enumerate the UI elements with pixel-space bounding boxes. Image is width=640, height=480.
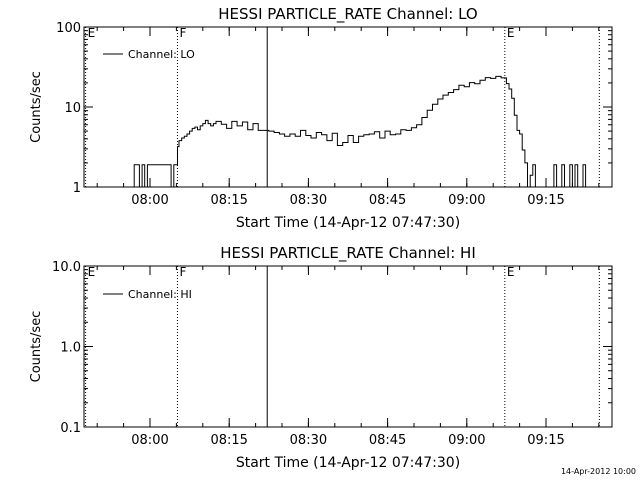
x-tick-label: 08:45 (369, 193, 406, 208)
x-tick-label: 09:00 (448, 193, 485, 208)
y-tick-label: 10 (64, 101, 81, 116)
marker-label: E (507, 265, 515, 279)
x-tick-label: 08:00 (131, 433, 168, 448)
x-tick-label: 09:15 (527, 193, 564, 208)
legend-label: Channel: LO (128, 48, 195, 61)
y-axis-label: Counts/sec (29, 311, 44, 383)
legend-label: Channel: HI (128, 288, 192, 301)
chart-panel-1: HESSI PARTICLE_RATE Channel: HI 0.1 1.0 10.… (29, 244, 613, 471)
y-tick-label: 10.0 (52, 260, 81, 275)
series-line-0 (131, 75, 587, 188)
y-tick-label: 1.0 (60, 341, 81, 356)
y-axis-label: Counts/sec (29, 71, 44, 143)
x-axis-label: Start Time (14-Apr-12 07:47:30) (236, 455, 460, 471)
x-tick-label: 08:15 (210, 433, 247, 448)
marker-label: E (507, 26, 515, 40)
x-tick-label: 09:00 (448, 433, 485, 448)
y-tick-label: 100 (56, 21, 81, 36)
y-tick-label: 1 (73, 181, 81, 196)
chart-title: HESSI PARTICLE_RATE Channel: HI (220, 244, 476, 263)
chart-panel-0: HESSI PARTICLE_RATE Channel: LO 1 10 100 08:… (29, 5, 613, 231)
chart-title: HESSI PARTICLE_RATE Channel: LO (218, 5, 477, 24)
marker-label: F (179, 26, 186, 40)
x-tick-label: 08:45 (369, 433, 406, 448)
footer-timestamp: 14-Apr-2012 10:00 (561, 467, 636, 476)
x-axis-label: Start Time (14-Apr-12 07:47:30) (236, 215, 460, 231)
x-tick-label: 08:00 (131, 193, 168, 208)
marker-label: F (179, 265, 186, 279)
x-tick-label: 09:15 (527, 433, 564, 448)
marker-label: E (88, 26, 96, 40)
x-tick-label: 08:30 (290, 433, 327, 448)
x-tick-label: 08:30 (290, 193, 327, 208)
marker-label: E (88, 265, 96, 279)
y-tick-label: 0.1 (60, 421, 81, 436)
x-tick-label: 08:15 (210, 193, 247, 208)
